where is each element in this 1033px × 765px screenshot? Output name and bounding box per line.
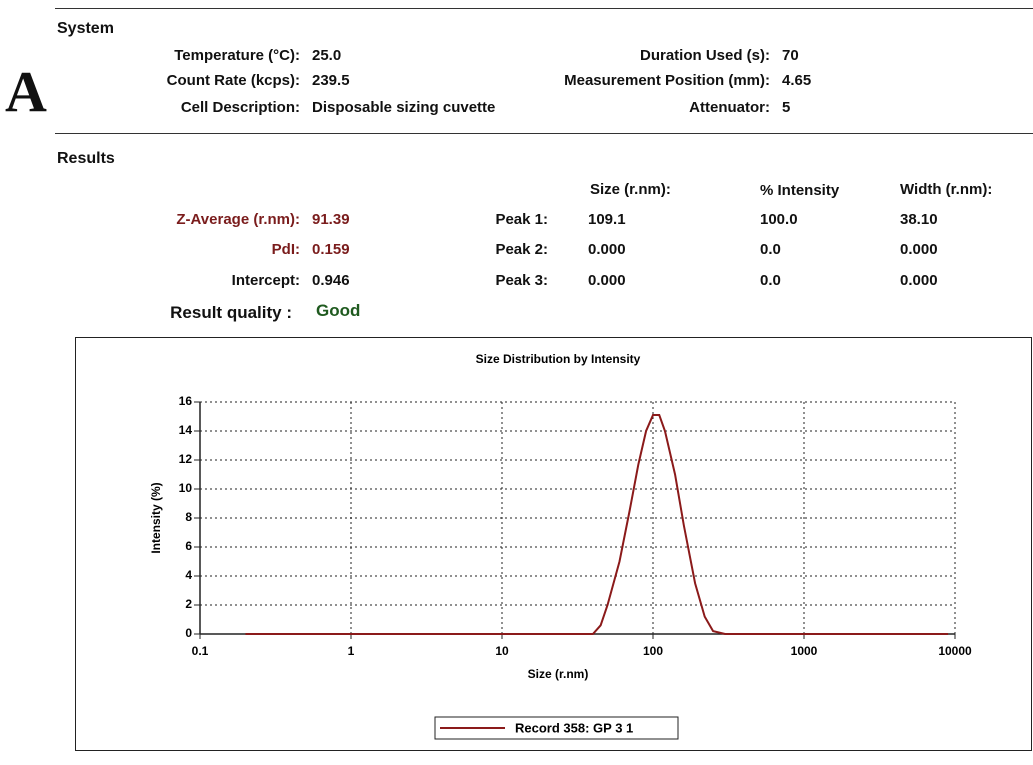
section-title: Results <box>57 150 115 167</box>
peak-value: 0.0 <box>760 272 781 289</box>
x-axis-label: Size (r.nm) <box>528 667 589 681</box>
peak-label: Peak 2: <box>495 241 548 258</box>
value: Good <box>316 301 361 320</box>
value: 239.5 <box>312 72 350 89</box>
column-header: % Intensity <box>760 182 840 199</box>
value: 0.159 <box>312 241 350 258</box>
y-tick-label: 2 <box>185 597 192 611</box>
label: PdI: <box>271 241 300 258</box>
section-title: System <box>57 20 114 37</box>
label: Intercept: <box>231 272 300 289</box>
rule <box>55 8 1033 9</box>
value: 0.946 <box>312 272 350 289</box>
value: 91.39 <box>312 211 350 228</box>
peak-value: 38.10 <box>900 211 938 228</box>
value: 25.0 <box>312 47 342 64</box>
y-tick-label: 12 <box>179 452 193 466</box>
y-tick-label: 0 <box>185 626 192 640</box>
peak-value: 0.000 <box>900 272 938 289</box>
peak-label: Peak 1: <box>495 211 548 228</box>
y-tick-label: 10 <box>179 481 193 495</box>
label: Duration Used (s): <box>639 47 770 64</box>
x-tick-label: 0.1 <box>192 644 209 658</box>
chart-frame <box>75 337 1032 751</box>
label: Attenuator: <box>689 99 770 116</box>
y-tick-label: 4 <box>185 568 192 582</box>
peak-value: 0.0 <box>760 241 781 258</box>
value: 4.65 <box>782 72 812 89</box>
label: Measurement Position (mm): <box>564 72 770 89</box>
peak-value: 0.000 <box>588 241 626 258</box>
label: Temperature (°C): <box>174 47 300 64</box>
value: 70 <box>782 47 799 64</box>
x-tick-label: 1 <box>348 644 355 658</box>
peak-value: 109.1 <box>588 211 626 228</box>
column-header: Width (r.nm): <box>900 181 993 198</box>
peak-value: 100.0 <box>760 211 798 228</box>
chart-title: Size Distribution by Intensity <box>476 352 641 366</box>
value: 5 <box>782 99 791 116</box>
panel-letter: A <box>5 59 47 124</box>
x-tick-label: 10000 <box>938 644 972 658</box>
label: Cell Description: <box>180 99 300 116</box>
rule <box>55 133 1033 134</box>
peak-label: Peak 3: <box>495 272 548 289</box>
x-tick-label: 10 <box>495 644 509 658</box>
label: Result quality : <box>170 303 292 322</box>
series-line <box>245 414 949 635</box>
y-tick-label: 16 <box>179 394 193 408</box>
label: Z-Average (r.nm): <box>176 211 300 228</box>
y-axis-label: Intensity (%) <box>149 482 163 553</box>
column-header: Size (r.nm): <box>590 181 671 198</box>
legend <box>434 716 679 740</box>
value: Disposable sizing cuvette <box>312 99 496 116</box>
x-tick-label: 1000 <box>791 644 818 658</box>
legend-label: Record 358: GP 3 1 <box>515 720 633 735</box>
x-tick-label: 100 <box>643 644 663 658</box>
y-tick-label: 14 <box>179 423 193 437</box>
peak-value: 0.000 <box>588 272 626 289</box>
peak-value: 0.000 <box>900 241 938 258</box>
y-tick-label: 6 <box>185 539 192 553</box>
label: Count Rate (kcps): <box>166 72 300 89</box>
y-tick-label: 8 <box>185 510 192 524</box>
